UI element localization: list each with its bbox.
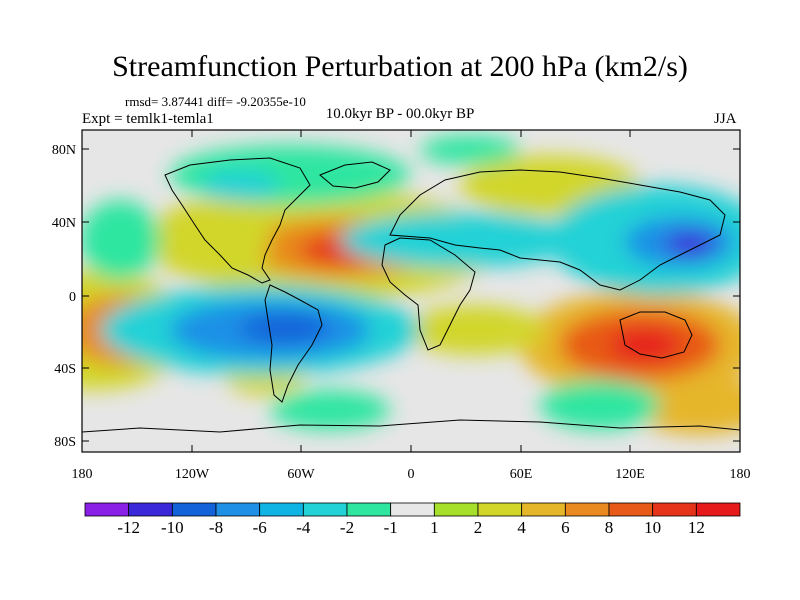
colorbar-label: -12 bbox=[117, 518, 140, 537]
colorbar-swatch bbox=[128, 502, 173, 517]
colorbar-label: -4 bbox=[296, 518, 311, 537]
colorbar-swatch bbox=[433, 502, 479, 517]
lon-tick-label: 180 bbox=[72, 467, 93, 482]
colorbar-swatch bbox=[652, 502, 697, 517]
lon-tick-label: 0 bbox=[408, 467, 415, 482]
colorbar-swatch bbox=[259, 502, 304, 517]
colorbar-label: 8 bbox=[605, 518, 614, 537]
colorbar-swatch bbox=[171, 502, 217, 517]
colorbar-label: -1 bbox=[384, 518, 398, 537]
colorbar-label: -8 bbox=[209, 518, 223, 537]
lon-tick-label: 180 bbox=[730, 467, 751, 482]
colorbar-label: 4 bbox=[517, 518, 526, 537]
colorbar-label: 10 bbox=[644, 518, 661, 537]
lon-tick-label: 60W bbox=[287, 467, 315, 482]
colorbar-swatch bbox=[564, 502, 610, 517]
chart-title: Streamfunction Perturbation at 200 hPa (… bbox=[112, 50, 688, 83]
colorbar-swatch bbox=[215, 502, 261, 517]
colorbar-swatch bbox=[390, 502, 435, 517]
colorbar-swatch bbox=[477, 502, 523, 517]
contour-field bbox=[82, 130, 740, 452]
season-label: JJA bbox=[714, 111, 737, 127]
colorbar-swatch bbox=[521, 502, 566, 517]
colorbar-label: -2 bbox=[340, 518, 354, 537]
stats-text: rmsd= 3.87441 diff= -9.20355e-10 bbox=[125, 94, 306, 109]
colorbar-label: 2 bbox=[474, 518, 483, 537]
coastlines bbox=[82, 157, 740, 433]
lat-tick-label: 80N bbox=[52, 143, 76, 158]
colorbar-label: 1 bbox=[430, 518, 439, 537]
colorbar-swatch bbox=[608, 502, 654, 517]
lat-tick-label: 80S bbox=[54, 435, 76, 450]
lon-tick-label: 120E bbox=[615, 467, 645, 482]
colorbar-label: 12 bbox=[688, 518, 705, 537]
lat-tick-label: 40S bbox=[54, 362, 76, 377]
period-label: 10.0kyr BP - 00.0kyr BP bbox=[325, 106, 475, 122]
colorbar-label: 6 bbox=[561, 518, 570, 537]
lon-tick-label: 120W bbox=[175, 467, 210, 482]
experiment-label: Expt = temlk1-temla1 bbox=[82, 111, 214, 127]
map-axes: 80N 40N 0 40S 80S 180 120W 60W 0 60E 120E 180 bbox=[52, 130, 751, 482]
colorbar-label: -10 bbox=[161, 518, 184, 537]
lat-tick-label: 0 bbox=[69, 290, 76, 305]
lat-tick-label: 40N bbox=[52, 216, 76, 231]
colorbar-swatch bbox=[302, 502, 348, 517]
colorbar: -12 -10 -8 -6 -4 -2 -1 1 2 4 6 8 10 12 bbox=[84, 502, 741, 537]
colorbar-swatch bbox=[84, 502, 130, 517]
colorbar-label: -6 bbox=[253, 518, 267, 537]
colorbar-swatch bbox=[346, 502, 392, 517]
colorbar-swatch bbox=[695, 502, 741, 517]
lon-tick-label: 60E bbox=[510, 467, 533, 482]
